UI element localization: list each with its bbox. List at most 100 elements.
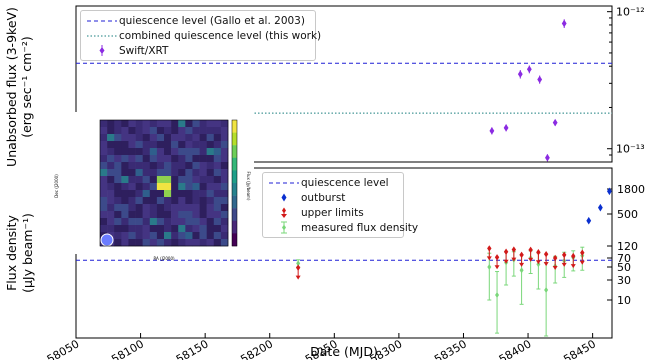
inset-pixel [114,225,122,233]
inset-pixel [206,211,215,219]
inset-pixel [107,148,115,156]
inset-pixel [192,211,200,219]
inset-pixel [121,197,129,205]
colorbar-frame [231,119,238,247]
inset-pixel [149,211,158,219]
inset-pixel [164,120,172,128]
inset-pixel [114,204,122,212]
inset-pixel [142,134,151,142]
xray-y-ticks: 10⁻¹³ 10⁻¹² [607,6,645,156]
inset-pixel [199,197,207,205]
inset-pixel [199,204,207,212]
inset-pixel [164,211,172,219]
inset-pixel [220,169,229,177]
inset-pixel [135,134,143,142]
inset-pixel [114,162,122,170]
inset-pixel [185,134,193,142]
inset-pixel [135,176,143,184]
inset-pixel [149,225,158,233]
inset-pixel [107,204,115,212]
inset-pixel [156,183,165,191]
xray-ylabel-line2: (erg sec⁻¹ cm⁻²) [19,36,34,138]
inset-pixel [199,232,207,240]
inset-pixel [220,120,229,128]
inset-pixel [156,176,165,184]
inset-pixel [142,148,151,156]
inset-pixel [192,190,200,198]
radio-y-tick-label: 1800 [617,183,645,196]
inset-pixel [128,190,136,198]
upper-limit-arrowhead [561,262,567,267]
inset-pixel [128,148,136,156]
inset-pixel [149,218,158,226]
inset-pixel [107,141,115,149]
inset-pixel [149,162,158,170]
radio-y-tick-label: 50 [617,261,631,274]
inset-pixel [156,190,165,198]
inset-pixel [121,155,129,163]
colorbar-segment [232,233,237,247]
inset-pixel [107,183,115,191]
inset-pixel [114,211,122,219]
xrt-point [526,65,532,74]
inset-pixel [121,218,129,226]
inset-pixel [164,183,172,191]
inset-pixel [100,155,108,163]
inset-pixel [178,190,186,198]
inset-pixel [128,127,136,135]
inset-pixel [156,120,165,128]
inset-pixel [171,232,179,240]
inset-pixel [100,183,108,191]
inset-pixel [199,211,207,219]
inset-pixel [135,239,143,247]
inset-pixel [192,232,200,240]
inset-pixel [185,120,193,128]
inset-pixel [149,169,158,177]
inset-pixel [164,218,172,226]
inset-pixel [213,204,222,212]
inset-pixel [135,190,143,198]
inset-pixel [156,134,165,142]
inset-pixel [199,190,207,198]
inset-pixel [192,148,200,156]
inset-pixel [206,197,215,205]
inset-pixel [100,148,108,156]
inset-pixel [171,211,179,219]
inset-pixel [213,169,222,177]
measured-point [495,292,500,298]
inset-pixel [128,134,136,142]
inset-pixel [114,134,122,142]
inset-pixel [142,162,151,170]
upper-limit-point [487,245,492,252]
dashed-line-swatch [269,182,299,184]
inset-pixel [192,218,200,226]
inset-pixel [192,127,200,135]
inset-pixel [171,225,179,233]
inset-pixel [149,204,158,212]
inset-pixel [100,190,108,198]
inset-pixel [135,183,143,191]
inset-pixel [192,162,200,170]
inset-pixel [185,162,193,170]
colorbar-segment [232,220,237,234]
legend-item-upper-limits: upper limits [267,205,399,220]
inset-pixel [220,183,229,191]
upper-limit-arrowhead [519,262,525,267]
inset-pixel [185,148,193,156]
upper-limit-point [519,251,524,259]
inset-pixel [149,155,158,163]
inset-pixel [142,218,151,226]
inset-pixel [156,155,165,163]
inset-pixel [107,127,115,135]
inset-pixel [128,211,136,219]
inset-pixel [121,225,129,233]
inset-pixel [178,127,186,135]
inset-pixel [114,232,122,240]
inset-pixel [107,155,115,163]
radio-y-tick-label: 10 [617,294,631,307]
inset-pixel [135,162,143,170]
inset-pixel [192,204,200,212]
inset-pixel [156,197,165,205]
legend-item-quiescence: quiescence level [267,175,399,190]
inset-colorbar [231,119,238,247]
